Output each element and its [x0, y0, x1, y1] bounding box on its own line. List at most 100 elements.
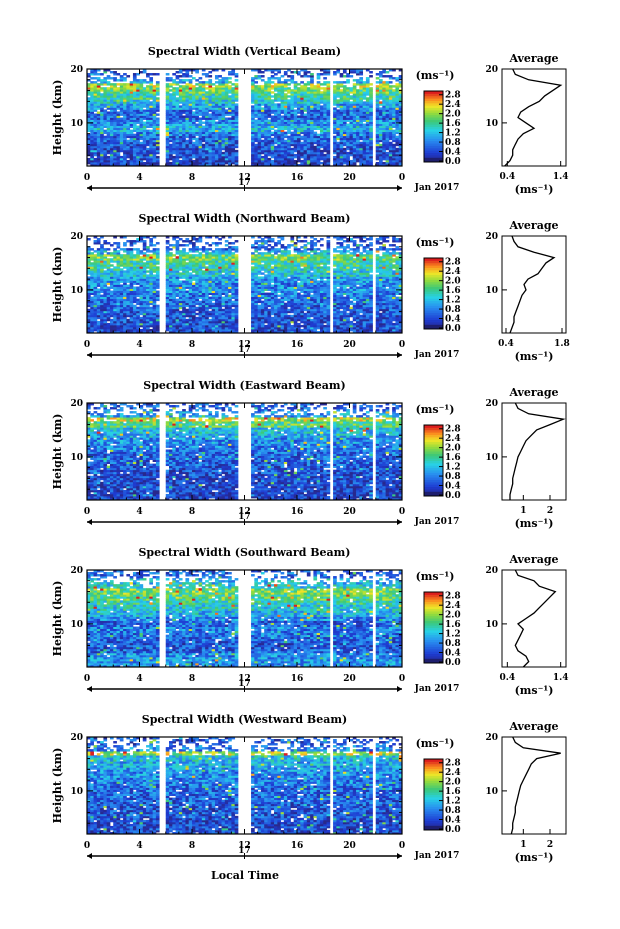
average-y-tick-label: 20	[485, 733, 498, 743]
colorbar-tick-label: 2.4	[445, 601, 461, 611]
colorbar-tick-label: 0.8	[445, 806, 461, 816]
day-label: 17	[238, 846, 251, 856]
y-tick-label: 10	[70, 453, 83, 463]
y-axis-label: Height (km)	[51, 247, 64, 323]
average-x-tick-label: 1.4	[553, 673, 569, 683]
average-x-label: (ms⁻¹)	[515, 183, 554, 196]
colorbar-tick-label: 2.4	[445, 434, 461, 444]
x-tick-label: 0	[84, 173, 90, 183]
x-tick-label: 0	[399, 674, 405, 684]
panel-title: Spectral Width (Eastward Beam)	[143, 379, 345, 392]
colorbar-tick-label: 1.6	[445, 453, 461, 463]
colorbar-tick-label: 1.6	[445, 620, 461, 630]
date-label: Jan 2017	[414, 851, 460, 861]
x-tick-label: 8	[189, 173, 195, 183]
average-frame	[501, 235, 567, 334]
x-tick-label: 0	[399, 841, 405, 851]
panel-title: Spectral Width (Vertical Beam)	[148, 45, 341, 58]
average-x-tick-label: 0.4	[499, 673, 515, 683]
y-tick-label: 10	[70, 620, 83, 630]
y-tick-label: 10	[70, 119, 83, 129]
day-label: 17	[238, 679, 251, 689]
x-tick-label: 8	[189, 674, 195, 684]
x-tick-label: 0	[399, 507, 405, 517]
heatmap-cells	[87, 236, 403, 334]
colorbar-unit: (ms⁻¹)	[416, 69, 455, 82]
average-y-tick-label: 20	[485, 566, 498, 576]
colorbar-tick-label: 0.4	[445, 816, 461, 826]
average-x-tick-label: 1.4	[553, 172, 569, 182]
colorbar-tick-label: 2.8	[445, 592, 461, 602]
colorbar-tick-label: 2.0	[445, 110, 461, 120]
colorbar-tick-label: 2.8	[445, 759, 461, 769]
date-arrow-right	[397, 853, 402, 859]
x-tick-label: 4	[136, 173, 142, 183]
average-y-tick-label: 10	[485, 787, 498, 797]
panel-title: Spectral Width (Northward Beam)	[139, 212, 351, 225]
y-axis-label: Height (km)	[51, 581, 64, 657]
colorbar-unit: (ms⁻¹)	[416, 236, 455, 249]
colorbar-tick-label: 1.6	[445, 286, 461, 296]
colorbar-tick-label: 0.0	[445, 157, 461, 167]
average-y-tick-label: 10	[485, 620, 498, 630]
average-title: Average	[508, 386, 558, 399]
average-x-label: (ms⁻¹)	[515, 684, 554, 697]
panel-3	[86, 402, 567, 525]
average-frame	[501, 569, 567, 668]
colorbar-unit: (ms⁻¹)	[416, 737, 455, 750]
average-x-tick-label: 1.8	[554, 339, 570, 349]
colorbar-tick-label: 0.8	[445, 138, 461, 148]
y-tick-label: 10	[70, 286, 83, 296]
date-arrow-left	[87, 686, 92, 692]
colorbar-tick-label: 1.2	[445, 797, 461, 807]
date-arrow-right	[397, 185, 402, 191]
x-tick-label: 20	[343, 841, 356, 851]
colorbar-tick-label: 2.4	[445, 768, 461, 778]
panel-5	[86, 736, 567, 859]
colorbar-unit: (ms⁻¹)	[416, 403, 455, 416]
date-arrow-right	[397, 519, 402, 525]
average-x-tick-label: 1	[520, 840, 526, 850]
colorbar-tick-label: 0.4	[445, 148, 461, 158]
x-tick-label: 16	[291, 674, 304, 684]
average-y-tick-label: 20	[485, 65, 498, 75]
average-y-tick-label: 20	[485, 399, 498, 409]
average-title: Average	[508, 553, 558, 566]
average-x-label: (ms⁻¹)	[515, 851, 554, 864]
average-frame	[501, 68, 567, 167]
date-label: Jan 2017	[414, 183, 460, 193]
date-label: Jan 2017	[414, 517, 460, 527]
colorbar-tick-label: 1.2	[445, 463, 461, 473]
x-tick-label: 0	[399, 340, 405, 350]
average-profile-line	[514, 569, 557, 668]
heatmap-cells	[87, 570, 403, 668]
colorbar	[423, 424, 444, 497]
average-frame	[501, 736, 567, 835]
panel-title: Spectral Width (Southward Beam)	[138, 546, 350, 559]
x-tick-label: 4	[136, 507, 142, 517]
average-x-label: (ms⁻¹)	[515, 517, 554, 530]
average-profile-line	[509, 402, 566, 500]
y-tick-label: 20	[70, 65, 83, 75]
colorbar-tick-label: 1.6	[445, 119, 461, 129]
x-tick-label: 4	[136, 674, 142, 684]
y-tick-label: 20	[70, 566, 83, 576]
colorbar	[423, 257, 444, 330]
x-tick-label: 12	[238, 674, 251, 684]
colorbar-tick-label: 2.4	[445, 100, 461, 110]
x-tick-label: 20	[343, 340, 356, 350]
panel-1	[86, 68, 567, 191]
x-tick-label: 0	[84, 674, 90, 684]
colorbar-tick-label: 1.2	[445, 296, 461, 306]
x-tick-label: 12	[238, 340, 251, 350]
colorbar-tick-label: 0.0	[445, 825, 461, 835]
x-tick-label: 0	[84, 340, 90, 350]
date-arrow-left	[87, 519, 92, 525]
y-tick-label: 20	[70, 733, 83, 743]
date-arrow-left	[87, 185, 92, 191]
panel-4	[86, 569, 567, 692]
average-x-tick-label: 2	[547, 506, 553, 516]
colorbar-tick-label: 0.4	[445, 315, 461, 325]
colorbar-tick-label: 2.0	[445, 778, 461, 788]
